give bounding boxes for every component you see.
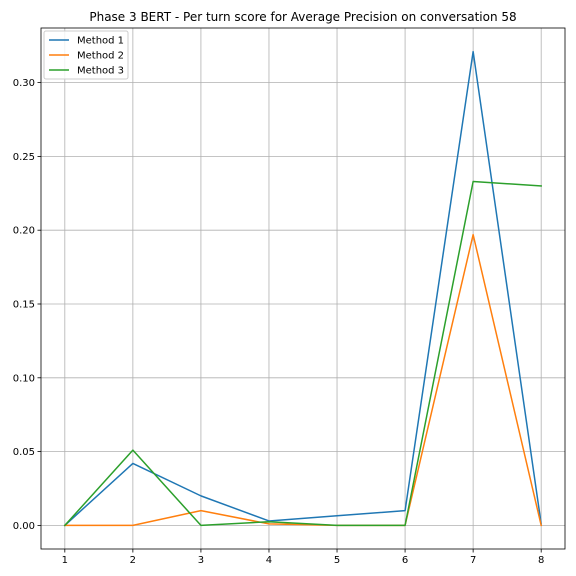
legend-label-method-1: Method 1 xyxy=(77,36,124,47)
y-tick-label: 0.00 xyxy=(13,521,35,532)
y-axis: 0.00 0.05 0.10 0.15 0.20 0.25 0.30 xyxy=(13,78,41,532)
legend-label-method-2: Method 2 xyxy=(77,51,124,62)
legend-box xyxy=(43,30,129,80)
x-axis: 1 2 3 4 5 6 7 8 xyxy=(62,549,544,566)
x-tick-label: 7 xyxy=(470,555,476,566)
y-tick-label: 0.10 xyxy=(13,373,35,384)
series-line-method-1 xyxy=(63,50,543,527)
series-line-method-2 xyxy=(64,233,543,527)
x-tick-label: 5 xyxy=(334,555,340,566)
series-line-method-3 xyxy=(63,180,542,527)
x-tick-label: 1 xyxy=(62,555,68,566)
y-tick-label: 0.30 xyxy=(13,78,35,89)
chart-title: Phase 3 BERT - Per turn score for Averag… xyxy=(89,10,516,24)
x-tick-label: 3 xyxy=(198,555,204,566)
y-tick-label: 0.20 xyxy=(13,226,35,237)
grid-lines xyxy=(41,28,565,549)
y-tick-label: 0.05 xyxy=(13,447,35,458)
x-tick-label: 4 xyxy=(266,555,272,566)
y-tick-label: 0.25 xyxy=(13,152,35,163)
plot-area-frame xyxy=(40,27,566,550)
legend: Method 1 Method 2 Method 3 xyxy=(43,30,129,80)
x-tick-label: 2 xyxy=(130,555,136,566)
x-tick-label: 6 xyxy=(402,555,408,566)
y-tick-label: 0.15 xyxy=(13,299,35,310)
x-tick-label: 8 xyxy=(538,555,544,566)
legend-label-method-3: Method 3 xyxy=(77,66,124,77)
series-lines xyxy=(63,50,543,527)
